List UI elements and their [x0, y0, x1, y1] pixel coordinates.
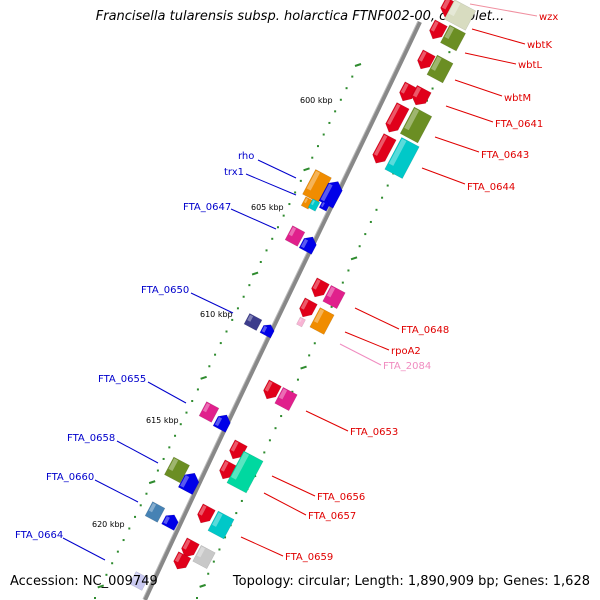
tick-mark	[97, 584, 105, 589]
gene-label-fta-0653[interactable]: FTA_0653	[350, 427, 398, 438]
gene-label-wzx[interactable]: wzx	[539, 12, 558, 23]
tick-mark	[350, 256, 358, 261]
gene-glyph[interactable]	[161, 512, 181, 531]
gene-glyph[interactable]	[207, 510, 235, 540]
gene-label-fta-0660[interactable]: FTA_0660	[46, 472, 94, 483]
gene-glyph[interactable]	[409, 84, 432, 108]
gene-label-fta-0657[interactable]: FTA_0657	[308, 511, 356, 522]
gene-glyph[interactable]	[259, 322, 276, 339]
gene-glyph[interactable]	[261, 379, 282, 402]
gene-glyphs	[129, 0, 477, 591]
gene-glyph[interactable]	[297, 297, 318, 320]
gene-label-fta-0650[interactable]: FTA_0650	[141, 285, 189, 296]
gene-glyph[interactable]	[427, 19, 448, 42]
gene-glyph[interactable]	[426, 54, 454, 84]
gene-label-fta-0659[interactable]: FTA_0659	[285, 552, 333, 563]
gene-label-trx1[interactable]: trx1	[224, 167, 244, 178]
tick-mark	[303, 167, 310, 172]
gene-label-wbtl[interactable]: wbtL	[518, 60, 542, 71]
tick-mark	[199, 583, 206, 588]
gene-glyph[interactable]	[443, 0, 477, 31]
gene-glyph[interactable]	[309, 277, 330, 300]
gene-glyph[interactable]	[192, 544, 216, 570]
gene-label-fta-0658[interactable]: FTA_0658	[67, 433, 115, 444]
gene-label-fta-2084[interactable]: FTA_2084	[383, 361, 431, 372]
kbp-label: 600 kbp	[300, 96, 333, 105]
gene-glyph[interactable]	[440, 24, 466, 52]
tick-mark	[300, 365, 307, 370]
gene-glyph[interactable]	[171, 551, 192, 573]
reverse-gene-labels: wzx wbtK wbtL wbtM FTA_0641 FTA_0643 FTA…	[240, 3, 558, 563]
gene-glyph[interactable]	[309, 307, 335, 335]
gene-glyph[interactable]	[322, 284, 346, 310]
kbp-label: 620 kbp	[92, 520, 125, 529]
gene-glyph[interactable]	[415, 49, 436, 72]
gene-glyph[interactable]	[383, 102, 410, 135]
kbp-labels: 600 kbp 605 kbp 610 kbp 615 kbp 620 kbp	[92, 96, 333, 529]
tick-mark	[251, 271, 259, 276]
gene-glyph[interactable]	[300, 196, 314, 210]
gene-glyph[interactable]	[384, 137, 420, 179]
tick-mark	[148, 480, 156, 485]
gene-glyph[interactable]	[198, 401, 220, 423]
gene-glyph[interactable]	[284, 225, 306, 247]
topology-text: Topology: circular; Length: 1,890,909 bp…	[232, 574, 590, 589]
gene-glyph[interactable]	[296, 316, 306, 328]
gene-label-fta-0655[interactable]: FTA_0655	[98, 374, 146, 385]
gene-glyph[interactable]	[177, 469, 202, 495]
gene-label-wbtm[interactable]: wbtM	[504, 93, 531, 104]
gene-label-fta-0648[interactable]: FTA_0648	[401, 325, 449, 336]
gene-label-fta-0641[interactable]: FTA_0641	[495, 119, 543, 130]
gene-glyph[interactable]	[298, 234, 319, 255]
gene-glyph[interactable]	[212, 412, 233, 433]
gene-label-fta-0664[interactable]: FTA_0664	[15, 530, 63, 541]
gene-glyph[interactable]	[370, 133, 397, 166]
map-title: Francisella tularensis subsp. holarctica…	[95, 9, 505, 24]
gene-label-rpoa2[interactable]: rpoA2	[391, 346, 421, 357]
gene-label-fta-0656[interactable]: FTA_0656	[317, 492, 365, 503]
accession-text: Accession: NC_009749	[10, 574, 158, 589]
kbp-label: 610 kbp	[200, 310, 233, 319]
gene-label-wbtk[interactable]: wbtK	[527, 40, 552, 51]
gene-glyph[interactable]	[179, 537, 200, 560]
kbp-label: 615 kbp	[146, 416, 179, 425]
gene-label-fta-0644[interactable]: FTA_0644	[467, 182, 515, 193]
gene-label-fta-0643[interactable]: FTA_0643	[481, 150, 529, 161]
tick-mark	[200, 375, 207, 380]
gene-glyph[interactable]	[226, 450, 264, 494]
gene-glyph[interactable]	[164, 456, 190, 484]
gene-glyph[interactable]	[243, 313, 263, 331]
gene-glyph[interactable]	[195, 503, 216, 526]
gene-label-rho[interactable]: rho	[238, 151, 254, 162]
forward-gene-labels: rho trx1 FTA_0647 FTA_0650 FTA_0655 FTA_…	[15, 151, 297, 561]
gene-glyph[interactable]	[129, 571, 149, 591]
gene-glyph[interactable]	[318, 199, 331, 212]
kbp-label: 605 kbp	[251, 203, 284, 212]
gene-glyph[interactable]	[274, 386, 298, 412]
genome-backbone	[143, 21, 422, 600]
gene-label-fta-0647[interactable]: FTA_0647	[183, 202, 231, 213]
tick-mark	[354, 63, 362, 67]
gene-glyph[interactable]	[307, 198, 321, 212]
gene-glyph[interactable]	[144, 501, 166, 523]
gene-glyph[interactable]	[399, 106, 433, 144]
